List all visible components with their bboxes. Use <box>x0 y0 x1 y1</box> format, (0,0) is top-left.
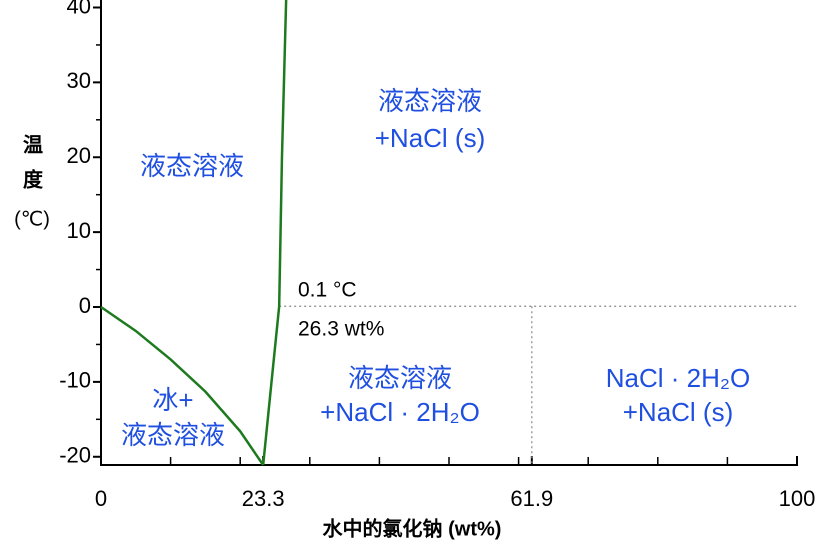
annotation: 26.3 wt% <box>298 318 384 341</box>
region-label: +NaCl · 2H₂O <box>320 397 480 427</box>
y-axis-label: 温 <box>23 132 43 156</box>
x-axis-label: 水中的氯化钠 (wt%) <box>323 516 502 540</box>
region-label: 液态溶液 <box>140 151 244 181</box>
x-tick-label: 23.3 <box>242 486 285 511</box>
phase-boundary <box>261 0 288 466</box>
region-label: 液态溶液 <box>378 86 482 116</box>
x-tick-label: 61.9 <box>510 486 553 511</box>
region-label: 冰+ <box>152 385 193 415</box>
x-tick-label: 0 <box>95 486 107 511</box>
y-tick-label: 20 <box>67 143 91 168</box>
region-label: +NaCl (s) <box>623 397 734 427</box>
y-tick-label: -10 <box>59 368 91 393</box>
y-tick-label: 40 <box>67 0 91 18</box>
region-label: NaCl · 2H₂O <box>606 363 750 393</box>
x-tick-label: 100 <box>779 486 816 511</box>
y-tick-label: 10 <box>67 218 91 243</box>
y-axis-label: (℃) <box>14 208 50 230</box>
y-tick-label: 30 <box>67 68 91 93</box>
region-label: +NaCl (s) <box>375 123 486 153</box>
y-tick-label: -20 <box>59 443 91 468</box>
annotation: 0.1 °C <box>298 279 357 302</box>
phase-boundary <box>100 305 265 466</box>
y-tick-label: 0 <box>79 293 91 318</box>
region-label: 液态溶液 <box>121 420 225 450</box>
region-label: 液态溶液 <box>348 363 452 393</box>
y-axis-label: 度 <box>23 167 44 191</box>
